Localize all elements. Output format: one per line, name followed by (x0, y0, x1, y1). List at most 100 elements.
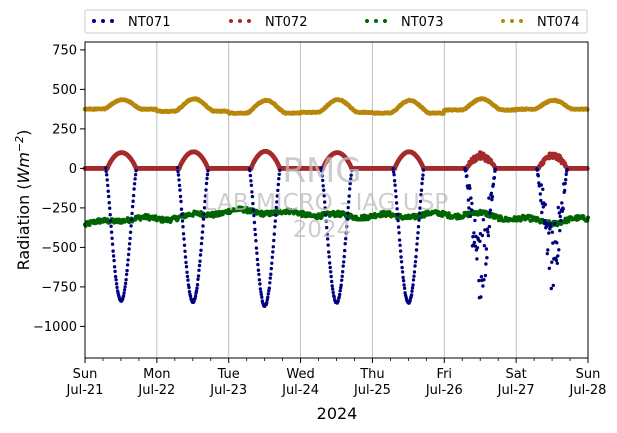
data-point-nt071 (467, 206, 471, 210)
data-point-nt071 (402, 283, 406, 287)
legend-dot (501, 19, 505, 23)
data-point-nt071 (180, 219, 185, 223)
grid-lines (156, 42, 517, 358)
data-point-nt071 (124, 272, 129, 277)
data-point-nt071 (553, 222, 557, 226)
data-point-nt071 (489, 191, 494, 195)
y-axis-label-prefix: Radiation ( (14, 183, 33, 270)
data-point-nt071 (420, 181, 424, 186)
x-tick-label: Jul-28 (569, 383, 607, 398)
data-point-nt071 (256, 268, 261, 272)
x-tick-day: Mon (143, 367, 170, 382)
data-point-nt071 (466, 198, 471, 202)
data-point-nt071 (395, 212, 400, 217)
data-point-nt071 (481, 218, 486, 222)
data-point-nt071 (420, 177, 425, 181)
data-point-nt071 (471, 235, 475, 239)
y-tick-label: −500 (41, 241, 77, 256)
y-tick-label: −250 (41, 201, 77, 216)
data-point-nt071 (251, 208, 256, 212)
data-point-nt071 (127, 242, 132, 246)
data-point-nt071 (252, 220, 257, 225)
data-point-nt071 (265, 300, 269, 305)
y-tick-label: −750 (41, 280, 77, 295)
data-point-nt071 (195, 286, 199, 290)
data-point-nt071 (110, 242, 115, 246)
data-point-nt071 (129, 224, 133, 228)
data-point-nt071 (560, 201, 564, 205)
data-point-nt071 (493, 167, 498, 171)
data-point-nt071 (559, 218, 563, 223)
data-point-nt071 (186, 278, 190, 282)
data-point-nt071 (249, 179, 253, 183)
data-point-nt071 (254, 246, 259, 250)
data-point-nt071 (112, 258, 116, 263)
data-point-nt071 (412, 274, 416, 278)
data-point-nt071 (204, 181, 209, 186)
data-point-nt071 (132, 182, 137, 186)
data-point-nt071 (545, 252, 549, 256)
data-point-nt071 (484, 262, 488, 266)
data-point-nt071 (104, 169, 108, 174)
data-point-nt071 (329, 270, 333, 274)
data-point-nt071 (323, 200, 327, 204)
data-point-nt071 (273, 225, 277, 229)
data-point-nt071 (133, 177, 137, 181)
legend-dot (92, 19, 96, 23)
series-nt071 (104, 166, 569, 308)
data-point-nt071 (473, 218, 477, 223)
data-point-nt071 (464, 168, 468, 172)
data-point-nt071 (128, 230, 133, 234)
data-point-nt071 (249, 183, 254, 187)
data-point-nt071 (126, 258, 130, 262)
data-point-nt071 (111, 249, 115, 253)
data-point-nt071 (468, 186, 472, 190)
data-point-nt071 (271, 250, 275, 254)
legend-dot (229, 19, 233, 23)
watermark-line-1: RMG (282, 151, 361, 191)
data-point-nt071 (320, 174, 324, 178)
data-point-nt071 (550, 230, 554, 234)
data-point-nt071 (417, 211, 422, 215)
watermark-line-2: LAB MICRO - IAG USP (204, 190, 449, 216)
data-point-nt071 (258, 282, 262, 286)
data-point-nt071 (469, 208, 474, 212)
legend: NT071 NT072 NT073 NT074 (84, 9, 588, 34)
data-point-nt073 (496, 218, 501, 223)
legend-label-nt073: NT073 (401, 15, 443, 30)
data-point-nt071 (133, 173, 138, 177)
data-point-nt071 (536, 174, 540, 178)
data-point-nt071 (397, 238, 402, 242)
data-point-nt071 (182, 243, 187, 247)
data-point-nt071 (401, 275, 405, 280)
data-point-nt071 (488, 211, 492, 215)
data-point-nt071 (409, 293, 414, 297)
data-point-nt071 (106, 183, 110, 188)
data-point-nt071 (341, 270, 345, 274)
x-tick-day: Fri (437, 367, 453, 382)
x-tick-label: Jul-25 (353, 383, 391, 398)
y-tick-label: 500 (52, 83, 77, 98)
data-point-nt071 (125, 268, 129, 273)
data-point-nt071 (400, 265, 404, 270)
data-point-nt071 (268, 281, 272, 285)
data-point-nt071 (104, 166, 108, 170)
data-point-nt071 (276, 182, 280, 187)
data-point-nt071 (268, 276, 272, 280)
data-point-nt071 (327, 250, 331, 254)
data-point-nt071 (392, 173, 396, 177)
data-point-nt071 (193, 294, 198, 298)
data-point-nt071 (408, 299, 412, 303)
data-point-nt071 (259, 290, 263, 294)
data-point-nt071 (350, 168, 354, 173)
data-point-nt071 (487, 224, 492, 229)
y-axis-label: Radiation (Wm−2) (13, 130, 34, 271)
data-point-nt071 (177, 183, 182, 188)
data-point-nt071 (188, 294, 193, 298)
legend-dot (383, 19, 387, 23)
data-point-nt071 (557, 248, 561, 252)
data-point-nt071 (202, 212, 206, 216)
data-point-nt071 (343, 248, 347, 253)
data-point-nt071 (401, 279, 406, 283)
data-point-nt071 (342, 254, 346, 259)
